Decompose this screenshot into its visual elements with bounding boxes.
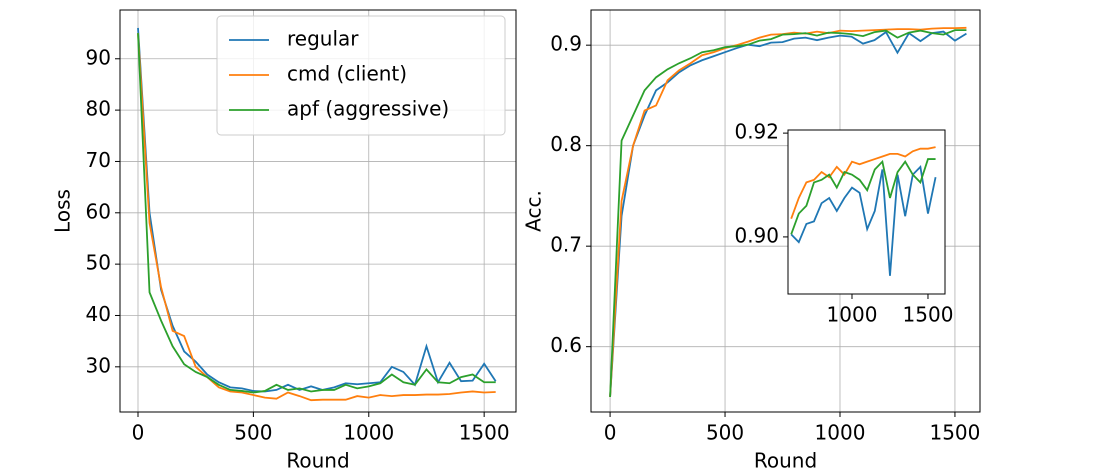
y-axis-label: Acc. bbox=[522, 190, 546, 232]
y-tick-label: 0.6 bbox=[550, 333, 582, 357]
y-tick-label: 0.90 bbox=[734, 223, 779, 247]
y-tick-label: 0.92 bbox=[734, 120, 779, 144]
x-tick-label: 1500 bbox=[903, 303, 954, 327]
data-line bbox=[790, 158, 936, 235]
x-tick-label: 500 bbox=[706, 421, 744, 445]
x-tick-label: 0 bbox=[132, 421, 145, 445]
y-tick-label: 70 bbox=[86, 148, 111, 172]
y-tick-label: 60 bbox=[86, 199, 111, 223]
axes-frame bbox=[119, 9, 517, 413]
y-tick-label: 0.7 bbox=[550, 233, 582, 257]
x-tick-label: 1000 bbox=[815, 421, 866, 445]
data-line bbox=[609, 26, 967, 397]
x-tick-label: 1500 bbox=[929, 421, 980, 445]
x-tick-label: 1500 bbox=[459, 421, 510, 445]
x-tick-label: 0 bbox=[604, 421, 617, 445]
data-line bbox=[609, 29, 967, 397]
x-axis-label: Round bbox=[286, 449, 349, 473]
y-tick-label: 0.8 bbox=[550, 132, 582, 156]
data-line bbox=[790, 146, 936, 220]
axes: 1000 1500 0.90 0.92 bbox=[734, 120, 953, 327]
x-axis-label: Round bbox=[754, 449, 817, 473]
data-line bbox=[137, 27, 497, 393]
legend-label: cmd (client) bbox=[287, 62, 407, 86]
axes-frame bbox=[590, 9, 981, 413]
y-tick-label: 30 bbox=[86, 353, 111, 377]
legend-frame bbox=[216, 15, 506, 136]
y-tick-label: 40 bbox=[86, 302, 111, 326]
x-tick-label: 1000 bbox=[343, 421, 394, 445]
data-line bbox=[609, 30, 967, 397]
axes: 0 500 1000 1500 0.6 0.7 0.8 0.9 Round Acc. bbox=[522, 9, 981, 473]
axes: 0 500 1000 1500 30 40 50 60 70 80 90 Round Loss regul… bbox=[51, 9, 517, 473]
y-tick-label: 50 bbox=[86, 251, 111, 275]
legend-label: regular bbox=[287, 27, 359, 51]
x-tick-label: 500 bbox=[234, 421, 272, 445]
axes-frame bbox=[787, 129, 946, 295]
y-tick-label: 90 bbox=[86, 45, 111, 69]
x-tick-label: 1000 bbox=[827, 303, 878, 327]
legend-label: apf (aggressive) bbox=[287, 97, 449, 121]
y-tick-label: 80 bbox=[86, 97, 111, 121]
data-line bbox=[790, 164, 937, 276]
y-axis-label: Loss bbox=[51, 189, 75, 233]
legend: regular cmd (client) apf (aggressive) bbox=[216, 15, 506, 136]
data-line bbox=[137, 33, 496, 402]
data-line bbox=[137, 33, 496, 394]
inset-background bbox=[788, 130, 945, 294]
y-tick-label: 0.9 bbox=[550, 32, 582, 56]
